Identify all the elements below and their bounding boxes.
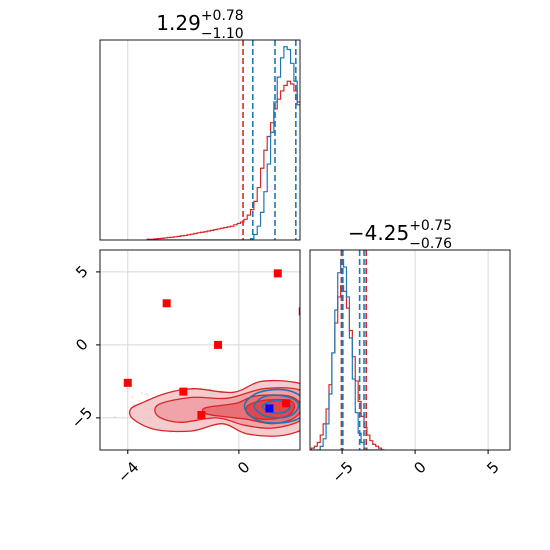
scatter-dot (147, 394, 150, 397)
hist-x-grid (127, 40, 240, 240)
scatter-dot (306, 406, 308, 408)
title-param-2-value: −4.25 (348, 221, 409, 245)
title-param-1-value: 1.29 (156, 11, 201, 35)
hist-y-x-tick-label: −5 (328, 458, 356, 486)
scatter-dot (113, 416, 116, 419)
point-blue-square (265, 404, 274, 413)
hist-y-x-tick-label: 5 (483, 458, 502, 477)
scatter-dot (131, 396, 134, 399)
joint-x-tick-label: 0 (234, 458, 253, 477)
scatter-dot (304, 406, 306, 408)
point-red-square (123, 378, 132, 387)
title-param-1: 1.29+0.78 (156, 8, 243, 35)
points-red (123, 269, 300, 419)
title-param-2: −4.25+0.75 (348, 218, 452, 245)
hist-y-frame (309, 249, 511, 451)
scatter-dot (145, 393, 148, 395)
scatter-dot (317, 410, 319, 412)
scatter-dot (310, 398, 312, 400)
hist-y-blue-line (310, 259, 385, 450)
hist-x-blue-line (147, 46, 300, 240)
joint-x-ticks: −4 0 (114, 450, 254, 486)
hist-x-red-line (146, 80, 300, 240)
hist-y-quantiles (340, 250, 368, 450)
hist-y-x-ticks: −5 0 5 (328, 450, 503, 486)
point-red-square (162, 299, 171, 308)
title-param-1-sub: −1.10 (201, 26, 244, 42)
scatter-dot (132, 403, 135, 406)
scatter-dot (138, 400, 141, 402)
contours-blue (243, 388, 300, 424)
scatter-dot (141, 392, 144, 395)
joint-frame (99, 249, 301, 451)
hist-y-panel: −5 0 5 −4.25+0.75 −0.76 (309, 218, 511, 486)
point-red-square (298, 307, 300, 316)
title-param-2-sub: −0.76 (409, 236, 452, 252)
point-red-square (197, 410, 206, 419)
contour-blue-level-1 (243, 388, 300, 424)
joint-y-tick-label: −5 (68, 404, 96, 432)
contour-blue-level-3 (261, 399, 292, 414)
joint-y-ticks: −5 0 5 (68, 262, 100, 432)
points-blue (265, 404, 274, 413)
point-red-square (273, 269, 282, 278)
hist-x-quantiles (242, 40, 297, 240)
contours-red (128, 379, 300, 437)
joint-y-tick-label: 5 (72, 262, 91, 281)
hist-x-frame (99, 39, 301, 241)
hist-y-x-tick-label: 0 (410, 458, 429, 477)
point-red-square (214, 340, 223, 349)
hist-x-panel: 1.29+0.78 −1.10 (99, 8, 301, 241)
point-red-square (179, 387, 188, 396)
hist-y-red-line (310, 285, 385, 450)
joint-panel: −4 0 −5 0 5 (68, 249, 319, 486)
title-param-1-sup: +0.78 (201, 8, 244, 24)
point-red-square (282, 399, 291, 408)
title-param-2-sup: +0.75 (409, 218, 452, 234)
contour-blue-level-2 (253, 394, 300, 419)
joint-x-tick-label: −4 (114, 458, 142, 486)
joint-y-tick-label: 0 (72, 335, 91, 354)
